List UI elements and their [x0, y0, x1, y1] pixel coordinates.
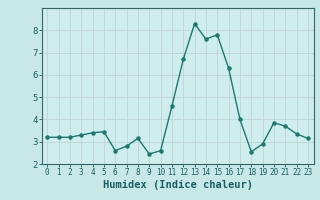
X-axis label: Humidex (Indice chaleur): Humidex (Indice chaleur): [103, 180, 252, 190]
